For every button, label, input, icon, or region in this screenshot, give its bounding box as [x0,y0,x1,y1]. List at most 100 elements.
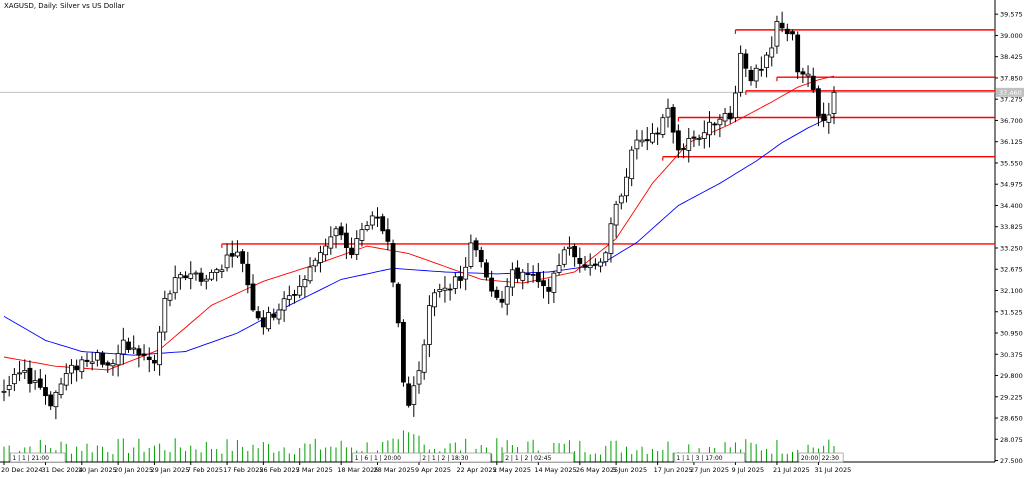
candle-bear[interactable] [530,273,536,276]
candle-bear[interactable] [292,294,297,296]
candle-bull[interactable] [302,279,308,288]
candle-bear[interactable] [681,148,686,150]
candle-bull[interactable] [468,242,474,267]
candle-bear[interactable] [478,249,484,263]
candle-bull[interactable] [437,289,443,292]
candle-bull[interactable] [733,92,738,119]
candle-bull[interactable] [613,203,619,226]
candle-bull[interactable] [369,215,375,226]
candle-bull[interactable] [1,390,7,393]
candle-bull[interactable] [193,272,199,275]
candle-bear[interactable] [821,113,827,121]
candle-bear[interactable] [572,246,578,258]
candle-bear[interactable] [748,69,754,82]
candle-bear[interactable] [675,130,681,151]
candle-bear[interactable] [152,359,157,364]
candle-bull[interactable] [32,380,38,383]
candle-bear[interactable] [582,264,588,268]
candle-bull[interactable] [629,149,635,180]
candle-bear[interactable] [644,139,650,142]
candle-bull[interactable] [504,286,510,305]
candle-bull[interactable] [219,269,225,272]
candle-bear[interactable] [546,287,552,292]
candle-bull[interactable] [411,385,417,405]
candle-bear[interactable] [577,257,583,264]
candles[interactable] [1,11,837,420]
candle-bull[interactable] [69,364,74,374]
candle-bull[interactable] [297,286,303,296]
candle-bull[interactable] [717,118,723,126]
candle-bull[interactable] [774,21,780,47]
candle-bull[interactable] [826,114,832,123]
candle-bull[interactable] [58,383,64,395]
candle-bull[interactable] [587,264,593,269]
candle-bear[interactable] [385,229,391,242]
candle-bear[interactable] [255,311,261,319]
candle-bull[interactable] [769,47,775,58]
candle-bear[interactable] [48,394,54,407]
candle-bear[interactable] [670,107,676,133]
candle-bear[interactable] [146,356,152,361]
candle-bull[interactable] [131,347,137,350]
candle-bull[interactable] [650,132,655,143]
candle-bear[interactable] [260,317,266,328]
candle-bull[interactable] [442,287,448,291]
candle-bull[interactable] [224,254,230,269]
candle-bear[interactable] [43,387,48,397]
candle-bear[interactable] [198,272,204,282]
candle-bull[interactable] [701,132,707,139]
candle-bear[interactable] [541,280,546,287]
candle-bull[interactable] [722,113,728,122]
candle-bull[interactable] [276,309,282,320]
candle-bear[interactable] [74,365,80,371]
candle-bull[interactable] [53,392,59,408]
candle-bear[interactable] [338,226,344,236]
candle-bull[interactable] [307,266,313,282]
candle-bear[interactable] [126,341,131,350]
candle-bull[interactable] [354,238,360,255]
candle-bull[interactable] [115,353,121,366]
candle-bear[interactable] [375,216,380,219]
candle-bull[interactable] [639,139,645,143]
candle-bear[interactable] [535,272,541,283]
candle-bull[interactable] [281,298,287,311]
candle-bear[interactable] [271,313,277,318]
candle-bear[interactable] [816,88,821,117]
candle-bull[interactable] [660,117,666,135]
candle-bear[interactable] [349,247,354,256]
candle-bull[interactable] [333,228,339,237]
candle-bull[interactable] [172,277,178,294]
candle-bear[interactable] [136,348,142,356]
candle-bear[interactable] [401,321,406,383]
candle-bear[interactable] [447,288,453,291]
candle-bear[interactable] [380,216,386,232]
candle-bull[interactable] [509,269,515,288]
candle-bull[interactable] [120,339,126,355]
candle-bull[interactable] [416,370,422,385]
candle-bull[interactable] [738,52,744,93]
candle-bull[interactable] [764,54,769,69]
candle-bull[interactable] [608,223,614,254]
candle-bear[interactable] [37,378,43,388]
candle-bull[interactable] [805,73,811,77]
candle-bull[interactable] [551,272,557,293]
candle-bear[interactable] [240,251,246,264]
candle-bull[interactable] [89,361,95,364]
candle-bull[interactable] [22,370,28,373]
candle-bull[interactable] [203,278,209,282]
candle-bull[interactable] [364,225,370,230]
candle-bull[interactable] [214,269,220,273]
candle-bull[interactable] [421,344,427,373]
candle-bull[interactable] [6,384,12,390]
candle-bull[interactable] [266,312,271,330]
candle-bull[interactable] [561,249,567,265]
candle-bull[interactable] [110,363,116,367]
candle-bull[interactable] [17,372,22,375]
candle-bear[interactable] [27,367,33,384]
candle-bull[interactable] [567,246,572,249]
candle-bull[interactable] [157,331,163,366]
candle-bull[interactable] [707,121,712,136]
candle-bull[interactable] [63,373,69,386]
candle-bear[interactable] [229,253,235,257]
candle-bull[interactable] [432,292,437,308]
